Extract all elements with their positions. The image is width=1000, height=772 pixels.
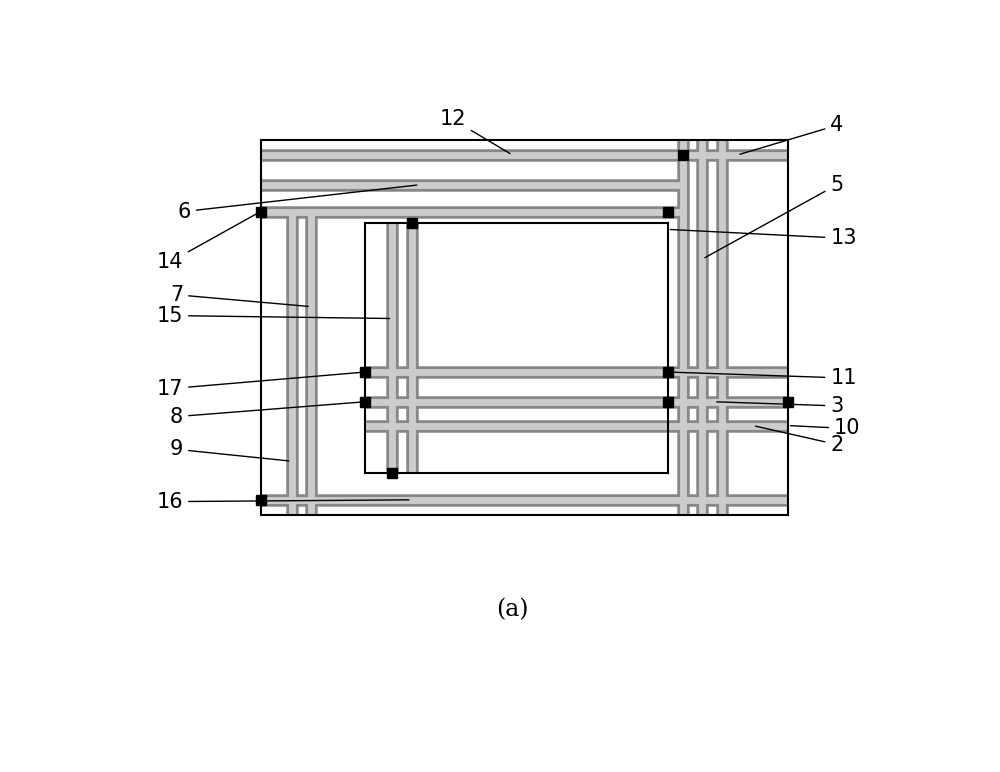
Text: 5: 5: [705, 174, 844, 258]
Text: 9: 9: [170, 439, 289, 461]
Text: 17: 17: [157, 372, 362, 398]
Text: 3: 3: [717, 396, 844, 416]
Text: 8: 8: [170, 402, 362, 427]
Text: 7: 7: [170, 285, 308, 306]
Text: 4: 4: [740, 115, 844, 154]
Text: 14: 14: [157, 213, 258, 272]
Text: 6: 6: [178, 185, 417, 222]
Text: 12: 12: [440, 110, 510, 154]
Text: 10: 10: [790, 418, 861, 438]
Text: 13: 13: [670, 229, 857, 249]
Text: 2: 2: [755, 426, 844, 455]
Text: (a): (a): [496, 598, 529, 621]
Text: 15: 15: [157, 306, 390, 326]
Text: 11: 11: [670, 368, 857, 388]
Text: 16: 16: [156, 492, 409, 512]
